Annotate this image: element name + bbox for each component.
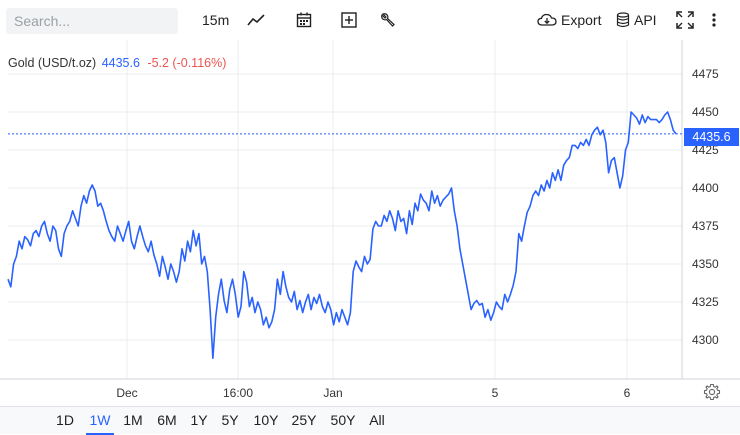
y-tick-label: 4350	[692, 257, 719, 271]
calendar-icon	[296, 12, 312, 28]
chart-settings-button[interactable]	[703, 383, 721, 401]
interval-label: 15m	[202, 12, 230, 28]
fullscreen-button[interactable]	[676, 8, 694, 32]
line-chart-icon	[247, 14, 265, 26]
plus-square-icon	[341, 12, 357, 28]
last-price-tag: 4435.6	[684, 128, 739, 146]
legend-symbol-name: Gold (USD/t.oz)	[8, 56, 97, 70]
y-tick-label: 4450	[692, 105, 719, 119]
x-tick-label: 16:00	[223, 386, 253, 400]
price-series-line	[7, 111, 677, 360]
date-range-button[interactable]	[296, 8, 312, 32]
period-all[interactable]: All	[369, 412, 385, 428]
period-selector: 1D 1W 1M 6M 1Y 5Y 10Y 25Y 50Y All	[0, 406, 740, 435]
wrench-icon	[381, 13, 395, 27]
y-tick-label: 4375	[692, 219, 719, 233]
export-button[interactable]: Export	[537, 8, 601, 32]
cloud-download-icon	[537, 13, 557, 26]
chart-type-button[interactable]	[247, 8, 265, 32]
interval-selector[interactable]: 15m	[202, 8, 229, 32]
x-tick-label: 6	[624, 386, 631, 400]
compare-add-button[interactable]	[341, 8, 357, 32]
export-label: Export	[561, 12, 602, 28]
period-1y[interactable]: 1Y	[190, 412, 208, 428]
period-1w[interactable]: 1W	[86, 407, 114, 435]
period-1d[interactable]: 1D	[56, 412, 74, 428]
more-vertical-icon	[712, 13, 716, 27]
x-tick-label: Dec	[116, 386, 137, 400]
chart-toolbar: 15m Export	[0, 0, 740, 40]
chart-legend: Gold (USD/t.oz) 4435.6 -5.2 (-0.116%)	[8, 56, 226, 70]
api-button[interactable]: API	[616, 8, 657, 32]
price-chart[interactable]: 4300 4325 4350 4375 4400 4425 4450 4475 Dec 16:00…	[0, 40, 740, 406]
api-label: API	[634, 12, 657, 28]
indicators-button[interactable]	[380, 8, 396, 32]
period-5y[interactable]: 5Y	[221, 412, 239, 428]
database-icon	[616, 12, 630, 28]
period-25y[interactable]: 25Y	[291, 412, 317, 428]
more-menu-button[interactable]	[711, 8, 717, 32]
period-6m[interactable]: 6M	[157, 412, 177, 428]
gear-icon	[703, 383, 721, 401]
y-tick-label: 4425	[692, 143, 719, 157]
y-tick-label: 4325	[692, 295, 719, 309]
x-tick-label: Jan	[323, 386, 342, 400]
legend-change: -5.2 (-0.116%)	[147, 56, 227, 70]
y-tick-label: 4475	[692, 67, 719, 81]
legend-price: 4435.6	[101, 56, 140, 70]
y-tick-label: 4300	[692, 333, 719, 347]
period-50y[interactable]: 50Y	[330, 412, 356, 428]
search-input[interactable]	[6, 8, 178, 34]
y-tick-label: 4400	[692, 181, 719, 195]
x-tick-label: 5	[492, 386, 499, 400]
period-10y[interactable]: 10Y	[253, 412, 279, 428]
fullscreen-icon	[676, 11, 694, 29]
period-1m[interactable]: 1M	[123, 412, 143, 428]
